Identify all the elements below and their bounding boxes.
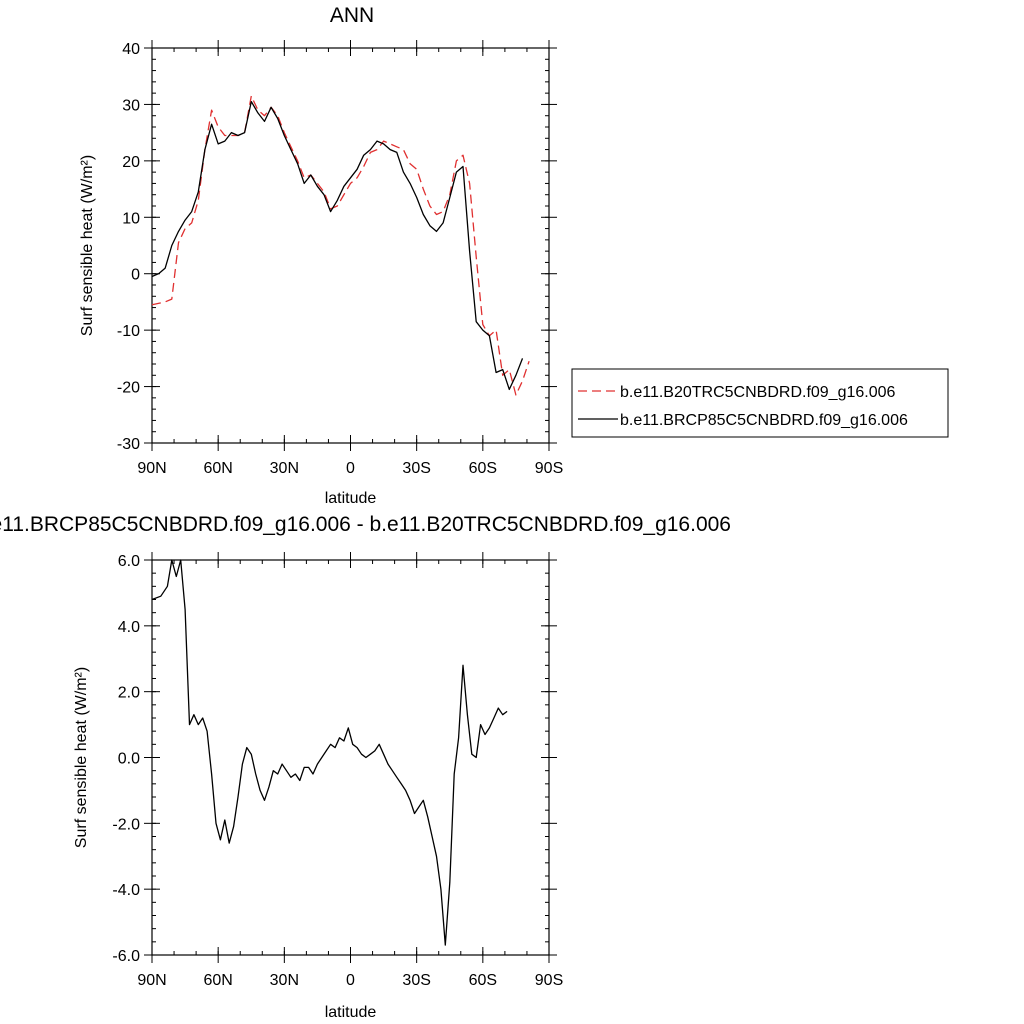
- bottom-chart-title: b.e11.BRCP85C5CNBDRD.f09_g16.006 - b.e11…: [0, 513, 731, 536]
- bottom-panel: b.e11.BRCP85C5CNBDRD.f09_g16.006 - b.e11…: [0, 513, 731, 1021]
- x-axis-label: latitude: [325, 490, 377, 507]
- y-tick-label: 2.0: [118, 685, 140, 702]
- y-tick-label: 30: [122, 97, 140, 114]
- y-tick-label: -6.0: [112, 948, 140, 965]
- legend: b.e11.B20TRC5CNBDRD.f09_g16.006 b.e11.BR…: [571, 368, 949, 438]
- x-tick-label: 90S: [535, 972, 563, 989]
- series-line-0-1: [151, 100, 524, 391]
- y-tick-label: -10: [117, 323, 140, 340]
- y-tick-label: -20: [117, 380, 140, 397]
- x-tick-label: 60N: [203, 972, 232, 989]
- legend-box: [571, 368, 949, 438]
- y-tick-label: 4.0: [118, 619, 140, 636]
- x-axis-label: latitude: [325, 1004, 377, 1021]
- plot-frame: [151, 559, 550, 956]
- x-tick-label: 30N: [270, 972, 299, 989]
- x-tick-label: 30S: [402, 460, 430, 477]
- top-chart-title: ANN: [330, 4, 374, 27]
- top-panel: ANN b.e11.B20TRC5CNBDRD.f09_g16.006 b.e1…: [79, 4, 949, 507]
- y-tick-label: 10: [122, 210, 140, 227]
- y-tick-label: 20: [122, 154, 140, 171]
- y-tick-label: -30: [117, 436, 140, 453]
- x-tick-label: 30S: [402, 972, 430, 989]
- x-tick-label: 90N: [137, 972, 166, 989]
- x-tick-label: 90N: [137, 460, 166, 477]
- x-tick-label: 60S: [469, 972, 497, 989]
- y-tick-label: 40: [122, 41, 140, 58]
- x-tick-label: 0: [346, 460, 355, 477]
- series-line-1-0: [151, 559, 508, 946]
- y-tick-label: 6.0: [118, 553, 140, 570]
- y-tick-label: 0.0: [118, 751, 140, 768]
- x-tick-label: 60N: [203, 460, 232, 477]
- legend-label-b20trc: b.e11.B20TRC5CNBDRD.f09_g16.006: [620, 384, 896, 401]
- y-tick-label: -2.0: [112, 816, 140, 833]
- x-tick-label: 60S: [469, 460, 497, 477]
- series-line-0-0: [151, 95, 530, 396]
- y-tick-label: -4.0: [112, 882, 140, 899]
- x-tick-label: 90S: [535, 460, 563, 477]
- y-axis-label: Surf sensible heat (W/m²): [79, 155, 96, 336]
- y-tick-label: 0: [131, 267, 140, 284]
- legend-label-brcp85: b.e11.BRCP85C5CNBDRD.f09_g16.006: [620, 412, 908, 429]
- x-tick-label: 0: [346, 972, 355, 989]
- y-axis-label: Surf sensible heat (W/m²): [73, 667, 90, 848]
- x-tick-label: 30N: [270, 460, 299, 477]
- plot-frame: [151, 47, 550, 444]
